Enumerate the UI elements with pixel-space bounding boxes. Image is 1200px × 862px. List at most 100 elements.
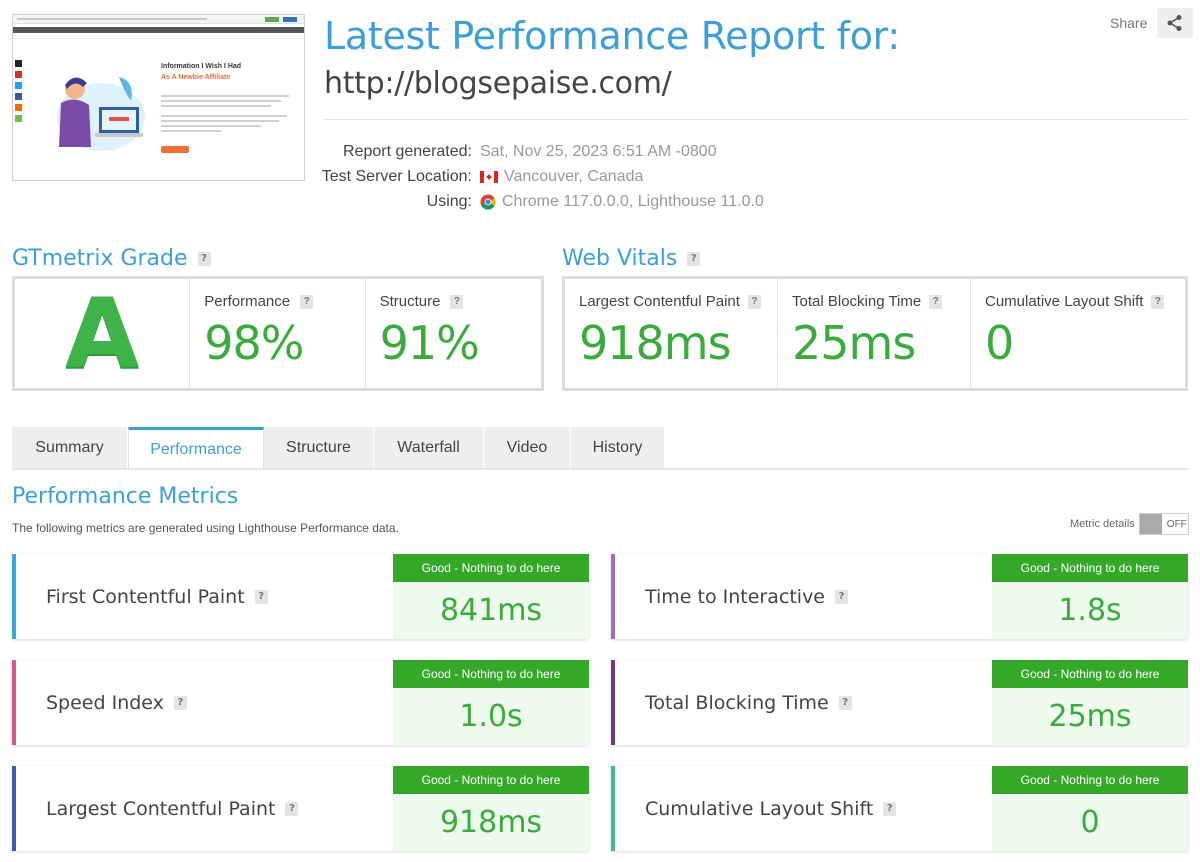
help-icon[interactable]: ? xyxy=(883,801,897,816)
help-icon[interactable]: ? xyxy=(929,294,943,309)
grade-letter-cell: A xyxy=(15,277,191,390)
share-icon xyxy=(1167,15,1182,31)
help-icon[interactable]: ? xyxy=(687,251,701,266)
web-vitals-label: Web Vitals xyxy=(562,246,678,271)
metric-details-control[interactable]: Metric details OFF xyxy=(1070,513,1189,535)
tab-video[interactable]: Video xyxy=(484,427,571,469)
meta-value: Chrome 117.0.0.0, Lighthouse 11.0.0 xyxy=(502,192,764,210)
thumbnail-topbar xyxy=(13,15,304,24)
metric-details-label: Metric details xyxy=(1070,518,1135,530)
vital-value: 918ms xyxy=(579,316,732,370)
help-icon[interactable]: ? xyxy=(450,294,464,309)
metric-card-si: Speed Index? Good - Nothing to do here 1.… xyxy=(12,660,589,745)
divider xyxy=(324,119,1188,120)
vital-lcp: Largest Contentful Paint? 918ms xyxy=(565,279,778,388)
report-title: Latest Performance Report for: xyxy=(324,14,900,58)
metric-name: Speed Index xyxy=(46,691,164,714)
tab-performance[interactable]: Performance xyxy=(128,427,264,470)
structure-score-cell: Structure? 91% xyxy=(366,279,541,388)
vital-label: Largest Contentful Paint xyxy=(579,293,740,310)
metric-status-badge: Good - Nothing to do here xyxy=(393,554,589,582)
tab-history[interactable]: History xyxy=(571,427,665,469)
metric-name: Largest Contentful Paint xyxy=(46,797,276,820)
vital-label: Cumulative Layout Shift xyxy=(985,293,1144,310)
thumbnail-heading: Information I Wish I Had xyxy=(161,63,242,70)
web-vitals-title: Web Vitals ? xyxy=(562,246,701,271)
meta-value: Vancouver, Canada xyxy=(504,167,644,185)
report-meta: Report generated: Sat, Nov 25, 2023 6:51… xyxy=(300,139,764,214)
thumbnail-navbar xyxy=(13,24,304,39)
performance-score: 98% xyxy=(204,316,304,370)
meta-row-location: Test Server Location: Vancouver, Canada xyxy=(300,164,764,189)
help-icon[interactable]: ? xyxy=(300,294,314,309)
metric-value: 918ms xyxy=(439,805,543,840)
vital-label: Total Blocking Time xyxy=(792,293,922,310)
metric-card-lcp: Largest Contentful Paint? Good - Nothing… xyxy=(12,766,589,851)
help-icon[interactable]: ? xyxy=(747,294,761,309)
metric-name: First Contentful Paint xyxy=(46,585,245,608)
thumbnail-cta xyxy=(161,146,189,153)
help-icon[interactable]: ? xyxy=(838,695,852,710)
metric-value: 0 xyxy=(1080,805,1100,840)
metric-card-cls: Cumulative Layout Shift? Good - Nothing … xyxy=(611,766,1188,851)
grade-letter: A xyxy=(64,277,140,390)
share-control[interactable]: Share xyxy=(1110,8,1194,38)
metric-value: 25ms xyxy=(1048,699,1132,734)
report-tabs: Summary Performance Structure Waterfall … xyxy=(12,427,665,470)
tab-waterfall[interactable]: Waterfall xyxy=(374,427,484,469)
web-vitals-panel: Largest Contentful Paint? 918ms Total Bl… xyxy=(562,276,1188,391)
share-label[interactable]: Share xyxy=(1110,15,1148,31)
metric-name: Time to Interactive xyxy=(645,585,825,608)
metric-value: 1.8s xyxy=(1058,593,1122,628)
structure-score: 91% xyxy=(379,316,480,370)
metric-name: Cumulative Layout Shift xyxy=(645,797,874,820)
metric-card-tbt: Total Blocking Time? Good - Nothing to d… xyxy=(611,660,1188,745)
performance-score-cell: Performance? 98% xyxy=(190,279,366,388)
metric-value: 841ms xyxy=(439,593,543,628)
meta-key: Report generated: xyxy=(343,142,472,160)
grade-panel: A Performance? 98% Structure? 91% xyxy=(12,276,544,391)
metric-accent xyxy=(12,554,16,639)
metric-name: Total Blocking Time xyxy=(645,691,829,714)
help-icon[interactable]: ? xyxy=(285,801,299,816)
performance-metrics-title: Performance Metrics xyxy=(12,484,239,509)
help-icon[interactable]: ? xyxy=(835,589,848,604)
structure-label: Structure xyxy=(379,293,441,310)
tab-structure[interactable]: Structure xyxy=(264,427,374,469)
chrome-icon xyxy=(480,194,496,210)
metric-details-toggle[interactable]: OFF xyxy=(1138,513,1189,535)
metric-status-badge: Good - Nothing to do here xyxy=(992,766,1188,794)
vital-value: 25ms xyxy=(792,316,916,370)
meta-row-report-generated: Report generated: Sat, Nov 25, 2023 6:51… xyxy=(300,139,764,164)
toggle-state: OFF xyxy=(1166,518,1187,530)
tab-summary[interactable]: Summary xyxy=(12,427,128,469)
canada-flag-icon xyxy=(480,170,498,183)
gtmetrix-grade-label: GTmetrix Grade xyxy=(12,246,188,271)
metric-card-fcp: First Contentful Paint? Good - Nothing t… xyxy=(12,554,589,639)
metric-accent xyxy=(12,660,16,745)
gtmetrix-grade-title: GTmetrix Grade ? xyxy=(12,246,211,271)
help-icon[interactable]: ? xyxy=(1151,294,1165,309)
metric-accent xyxy=(611,766,615,851)
help-icon[interactable]: ? xyxy=(173,695,187,710)
page-screenshot-thumbnail[interactable]: Information I Wish I Had As A Newbie Aff… xyxy=(12,14,305,181)
help-icon[interactable]: ? xyxy=(197,251,211,266)
metric-accent xyxy=(12,766,16,851)
report-url[interactable]: http://blogsepaise.com/ xyxy=(324,66,672,101)
meta-key: Using: xyxy=(426,192,472,210)
meta-row-using: Using: Chrome 117.0.0.0, Lighthouse 11.0… xyxy=(300,189,764,214)
metric-status-badge: Good - Nothing to do here xyxy=(393,660,589,688)
vital-tbt: Total Blocking Time? 25ms xyxy=(778,279,971,388)
metric-status-badge: Good - Nothing to do here xyxy=(393,766,589,794)
vital-cls: Cumulative Layout Shift? 0 xyxy=(971,279,1185,388)
share-button[interactable] xyxy=(1157,8,1194,38)
tab-underline xyxy=(12,468,1188,470)
metric-status-badge: Good - Nothing to do here xyxy=(992,660,1188,688)
meta-key: Test Server Location: xyxy=(321,167,472,185)
metric-accent xyxy=(611,660,615,745)
help-icon[interactable]: ? xyxy=(254,589,268,604)
performance-label: Performance xyxy=(204,293,291,310)
vital-value: 0 xyxy=(985,316,1014,370)
metric-accent xyxy=(611,554,615,639)
metric-card-tti: Time to Interactive? Good - Nothing to d… xyxy=(611,554,1188,639)
